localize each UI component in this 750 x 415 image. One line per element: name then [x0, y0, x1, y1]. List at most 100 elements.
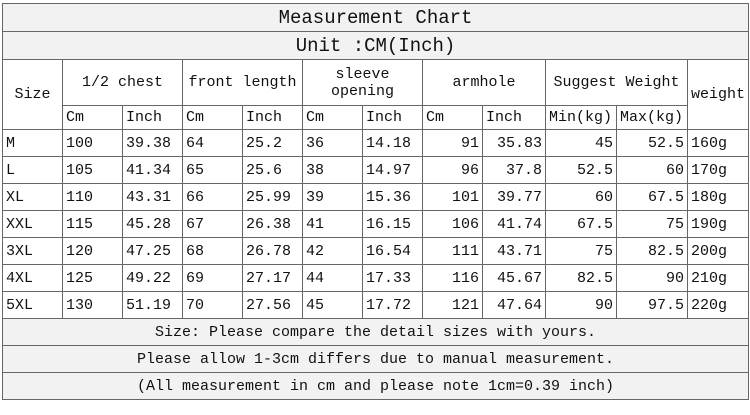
cell: 82.5 — [616, 237, 688, 265]
cell: 26.78 — [242, 237, 303, 265]
cell: 17.33 — [362, 264, 423, 292]
sub-header: Cm — [182, 105, 243, 130]
cell: 42 — [302, 237, 363, 265]
cell: 45.67 — [482, 264, 546, 292]
cell: 97.5 — [616, 291, 688, 319]
cell: 65 — [182, 156, 243, 184]
cell: 51.19 — [122, 291, 183, 319]
cell: 52.5 — [545, 156, 617, 184]
cell: 91 — [422, 129, 483, 157]
cell: 49.22 — [122, 264, 183, 292]
header: sleeve opening — [302, 59, 423, 106]
cell: 125 — [62, 264, 123, 292]
header: Size — [2, 59, 63, 130]
cell: 45 — [545, 129, 617, 157]
row: XXL 115 45.28 67 26.38 41 16.15 106 41.74 67.5 75 1… — [2, 210, 750, 238]
cell: 43.31 — [122, 183, 183, 211]
cell: 27.56 — [242, 291, 303, 319]
cell: 43.71 — [482, 237, 546, 265]
cell: 190g — [686, 210, 750, 238]
cell: 35.83 — [482, 129, 546, 157]
cell: 27.17 — [242, 264, 303, 292]
cell: 16.15 — [362, 210, 423, 238]
row: XL 110 43.31 66 25.99 39 15.36 101 39.77 60 67.5 18… — [2, 183, 750, 211]
cell: 39 — [302, 183, 363, 211]
row: 5XL 130 51.19 70 27.56 45 17.72 121 47.64 90 97.5 2… — [2, 291, 750, 319]
cell: 66 — [182, 183, 243, 211]
cell: 45.28 — [122, 210, 183, 238]
cell: 68 — [182, 237, 243, 265]
cell: 45 — [302, 291, 363, 319]
note: (All measurement in cm and please note 1… — [1, 372, 750, 400]
cell: 5XL — [2, 291, 63, 319]
sub-header: Max(kg) — [616, 105, 688, 130]
cell: 75 — [545, 237, 617, 265]
cell: 52.5 — [616, 129, 688, 157]
cell: 115 — [62, 210, 123, 238]
row: 4XL 125 49.22 69 27.17 44 17.33 116 45.67 82.5 90 2… — [2, 264, 750, 292]
cell: XXL — [2, 210, 63, 238]
cell: 41.74 — [482, 210, 546, 238]
cell: 14.18 — [362, 129, 423, 157]
cell: 105 — [62, 156, 123, 184]
title: Measurement Chart — [1, 3, 750, 32]
cell: 16.54 — [362, 237, 423, 265]
cell: 67 — [182, 210, 243, 238]
cell: 17.72 — [362, 291, 423, 319]
cell: 130 — [62, 291, 123, 319]
cell: 41 — [302, 210, 363, 238]
cell: 110 — [62, 183, 123, 211]
sub-header: Cm — [302, 105, 363, 130]
cell: 4XL — [2, 264, 63, 292]
cell: 67.5 — [616, 183, 688, 211]
cell: 38 — [302, 156, 363, 184]
header: weight — [686, 59, 750, 130]
cell: 25.2 — [242, 129, 303, 157]
note: Size: Please compare the detail sizes wi… — [1, 318, 750, 346]
cell: 36 — [302, 129, 363, 157]
cell: 82.5 — [545, 264, 617, 292]
cell: 106 — [422, 210, 483, 238]
sub-header: Min(kg) — [545, 105, 617, 130]
header: 1/2 chest — [62, 59, 183, 106]
sub-header: Cm — [62, 105, 123, 130]
cell: 116 — [422, 264, 483, 292]
note-row: Please allow 1-3cm differs due to manual… — [1, 345, 750, 373]
cell: 90 — [616, 264, 688, 292]
cell: 26.38 — [242, 210, 303, 238]
cell: 3XL — [2, 237, 63, 265]
cell: L — [2, 156, 63, 184]
cell: 100 — [62, 129, 123, 157]
header: armhole — [422, 59, 546, 106]
cell: 111 — [422, 237, 483, 265]
cell: 60 — [616, 156, 688, 184]
cell: 41.34 — [122, 156, 183, 184]
cell: 101 — [422, 183, 483, 211]
sub-header: Inch — [242, 105, 303, 130]
cell: 160g — [686, 129, 750, 157]
cell: XL — [2, 183, 63, 211]
cell: 47.64 — [482, 291, 546, 319]
cell: 39.38 — [122, 129, 183, 157]
cell: 44 — [302, 264, 363, 292]
cell: 200g — [686, 237, 750, 265]
note-row: Size: Please compare the detail sizes wi… — [1, 318, 750, 346]
measurement-table: Measurement Chart Unit :CM(Inch) Size 1/… — [1, 3, 750, 400]
cell: 39.77 — [482, 183, 546, 211]
cell: 75 — [616, 210, 688, 238]
cell: 180g — [686, 183, 750, 211]
sub-header: Inch — [122, 105, 183, 130]
cell: M — [2, 129, 63, 157]
cell: 25.6 — [242, 156, 303, 184]
cell: 25.99 — [242, 183, 303, 211]
sub-header: Inch — [362, 105, 423, 130]
cell: 64 — [182, 129, 243, 157]
cell: 121 — [422, 291, 483, 319]
note: Please allow 1-3cm differs due to manual… — [1, 345, 750, 373]
cell: 90 — [545, 291, 617, 319]
header: Suggest Weight — [545, 59, 688, 106]
cell: 210g — [686, 264, 750, 292]
cell: 170g — [686, 156, 750, 184]
row: 3XL 120 47.25 68 26.78 42 16.54 111 43.71 75 82.5 2… — [2, 237, 750, 265]
